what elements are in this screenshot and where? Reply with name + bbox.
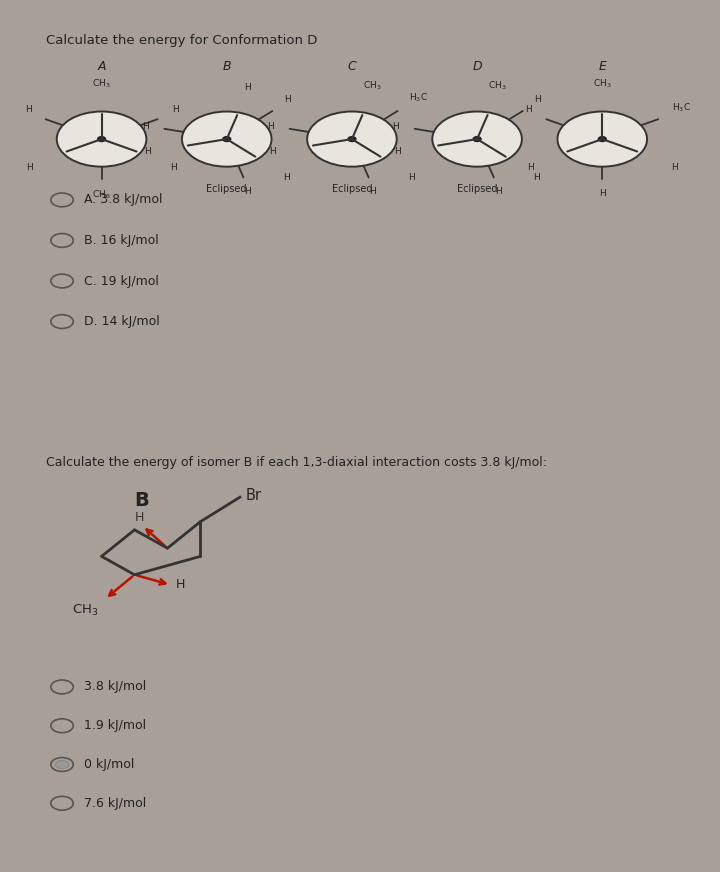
Text: Eclipsed: Eclipsed <box>332 184 372 194</box>
Text: Eclipsed: Eclipsed <box>457 184 498 194</box>
Circle shape <box>57 112 146 167</box>
Text: H: H <box>283 174 289 182</box>
Text: H: H <box>599 189 606 198</box>
Text: A: A <box>97 59 106 72</box>
Text: H: H <box>172 106 179 114</box>
Text: H$_3$C: H$_3$C <box>409 92 428 104</box>
Text: A. 3.8 kJ/mol: A. 3.8 kJ/mol <box>84 194 162 207</box>
Circle shape <box>222 137 230 141</box>
Text: Br: Br <box>246 487 261 502</box>
Circle shape <box>307 112 397 167</box>
Text: 7.6 kJ/mol: 7.6 kJ/mol <box>84 797 146 810</box>
Text: H$_3$C: H$_3$C <box>672 102 691 114</box>
Circle shape <box>348 137 356 141</box>
Text: B. 16 kJ/mol: B. 16 kJ/mol <box>84 234 158 247</box>
Text: H: H <box>369 187 377 196</box>
Text: H: H <box>526 106 532 114</box>
Text: Eclipsed: Eclipsed <box>207 184 247 194</box>
Text: H: H <box>135 511 144 524</box>
Text: H: H <box>27 163 33 173</box>
Text: C. 19 kJ/mol: C. 19 kJ/mol <box>84 275 158 288</box>
Text: CH$_3$: CH$_3$ <box>92 78 111 91</box>
Circle shape <box>557 112 647 167</box>
Text: H: H <box>143 147 150 156</box>
Text: D: D <box>472 59 482 72</box>
Text: H: H <box>527 163 534 173</box>
Text: Calculate the energy for Conformation D: Calculate the energy for Conformation D <box>45 34 317 47</box>
Text: E: E <box>598 59 606 72</box>
Text: Calculate the energy of isomer B if each 1,3-diaxial interaction costs 3.8 kJ/mo: Calculate the energy of isomer B if each… <box>45 456 546 469</box>
Text: H: H <box>534 95 541 104</box>
Text: H: H <box>244 187 251 196</box>
Text: B: B <box>222 59 231 72</box>
Text: B: B <box>135 491 149 510</box>
Circle shape <box>98 137 106 141</box>
Text: H: H <box>408 174 415 182</box>
Text: H: H <box>176 578 185 591</box>
Text: 3.8 kJ/mol: 3.8 kJ/mol <box>84 680 146 693</box>
Text: CH$_3$: CH$_3$ <box>488 79 507 92</box>
Text: H: H <box>142 122 148 131</box>
Circle shape <box>598 137 606 141</box>
Text: H: H <box>394 147 401 156</box>
Text: H: H <box>533 174 540 182</box>
Text: H: H <box>244 83 251 92</box>
Text: CH$_3$: CH$_3$ <box>92 189 111 201</box>
Circle shape <box>182 112 271 167</box>
Circle shape <box>55 760 68 768</box>
Text: C: C <box>348 59 356 72</box>
Circle shape <box>473 137 481 141</box>
Text: 1.9 kJ/mol: 1.9 kJ/mol <box>84 719 146 732</box>
Text: H: H <box>170 163 177 173</box>
Text: H: H <box>495 187 501 196</box>
Text: H: H <box>284 95 291 104</box>
Text: CH$_3$: CH$_3$ <box>72 603 98 617</box>
Text: H: H <box>392 122 399 131</box>
Text: H: H <box>267 122 274 131</box>
Text: CH$_3$: CH$_3$ <box>593 78 611 91</box>
Text: H: H <box>269 147 276 156</box>
Text: D. 14 kJ/mol: D. 14 kJ/mol <box>84 315 160 328</box>
Text: H: H <box>671 163 678 173</box>
Text: CH$_3$: CH$_3$ <box>363 79 382 92</box>
Text: 0 kJ/mol: 0 kJ/mol <box>84 758 134 771</box>
Text: H: H <box>24 106 32 114</box>
Circle shape <box>432 112 522 167</box>
